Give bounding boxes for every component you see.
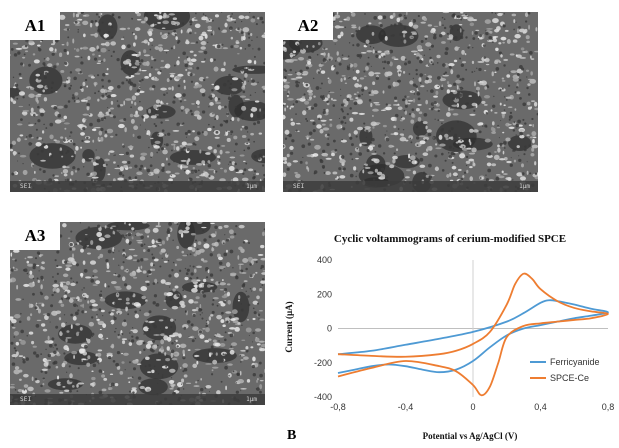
- series-line-ferricyanide: [337, 299, 609, 374]
- sem-texture: [283, 12, 538, 192]
- panel-label-b: B: [287, 428, 297, 443]
- y-tick-label: -200: [314, 358, 332, 368]
- legend-label: SPCE-Ce: [550, 373, 589, 383]
- sem-image-a1: A1 SEI 1µm: [10, 12, 265, 192]
- sem-caption: SEI: [293, 183, 305, 190]
- x-tick-label: -0,4: [398, 402, 414, 412]
- x-tick-label: 0,8: [602, 402, 615, 412]
- x-tick-label: 0: [470, 402, 475, 412]
- sem-image-a2: A2 SEI 1µm: [283, 12, 538, 192]
- sem-scale-bar: 1µm: [246, 183, 257, 190]
- panel-label: A3: [10, 222, 60, 250]
- sem-caption: SEI: [20, 183, 32, 190]
- cv-chart: Cyclic voltammograms of cerium-modified …: [280, 222, 619, 443]
- y-tick-label: 200: [317, 289, 332, 299]
- sem-texture: [10, 222, 265, 405]
- panel-label: A2: [283, 12, 333, 40]
- sem-scale-bar: 1µm: [519, 183, 530, 190]
- panel-label: A1: [10, 12, 60, 40]
- sem-texture: [10, 12, 265, 192]
- y-tick-label: 0: [327, 324, 332, 334]
- y-tick-label: -400: [314, 392, 332, 402]
- chart-svg: Cyclic voltammograms of cerium-modified …: [284, 233, 615, 441]
- sem-caption: SEI: [20, 396, 32, 403]
- y-axis-title: Current (µA): [284, 301, 294, 352]
- chart-title: Cyclic voltammograms of cerium-modified …: [334, 233, 566, 245]
- x-axis-title: Potential vs Ag/AgCl (V): [423, 431, 518, 441]
- x-tick-label: -0,8: [330, 402, 346, 412]
- sem-image-a3: A3 SEI 1µm: [10, 222, 265, 405]
- series-line-spce-ce: [337, 272, 609, 397]
- sem-scale-bar: 1µm: [246, 396, 257, 403]
- legend-label: Ferricyanide: [550, 357, 600, 367]
- y-tick-label: 400: [317, 255, 332, 265]
- x-tick-label: 0,4: [534, 402, 547, 412]
